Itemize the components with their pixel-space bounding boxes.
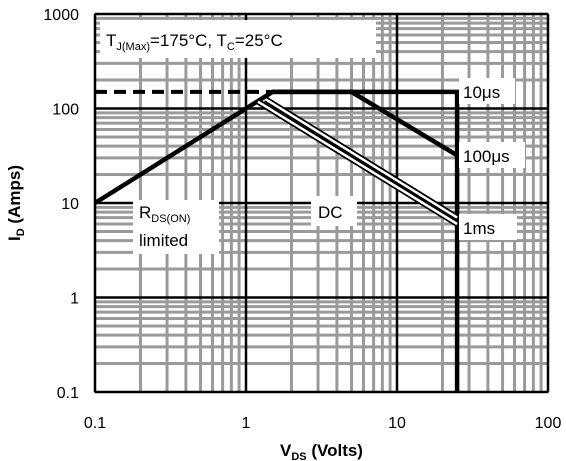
series-layer bbox=[93, 89, 460, 392]
series-rdson-line bbox=[93, 99, 260, 205]
conditions-box bbox=[100, 20, 376, 58]
label-10us-bg bbox=[459, 78, 515, 104]
label-100us-bg bbox=[459, 142, 525, 168]
conditions-text: TJ(Max)=175°C, TC=25°C bbox=[106, 31, 283, 53]
label-dc-bg bbox=[311, 196, 357, 226]
label-rdson-limited: limited bbox=[139, 231, 188, 250]
label-100us: 100μs bbox=[463, 147, 510, 166]
x-tick-label: 100 bbox=[535, 415, 562, 432]
x-tick-label: 1 bbox=[242, 415, 251, 432]
y-tick-label: 10 bbox=[61, 196, 79, 213]
label-1ms-bg bbox=[459, 214, 517, 240]
y-axis-label: ID (Amps) bbox=[5, 165, 27, 241]
y-tick-label: 1000 bbox=[43, 7, 79, 24]
x-axis-label: VDS (Volts) bbox=[280, 441, 363, 461]
label-1ms: 1ms bbox=[463, 219, 495, 238]
x-tick-label: 0.1 bbox=[84, 415, 106, 432]
y-tick-label: 0.1 bbox=[57, 385, 79, 402]
label-10us: 10μs bbox=[463, 83, 500, 102]
series-dc-line-inner bbox=[257, 100, 458, 226]
label-dc: DC bbox=[318, 203, 343, 222]
tick-labels: 0.1 1 10 100 0.1 1 10 100 1000 bbox=[43, 7, 561, 432]
label-rdson: RDS(ON) bbox=[139, 203, 190, 225]
y-tick-label: 100 bbox=[52, 102, 79, 119]
series-1ms-line-inner bbox=[265, 98, 458, 219]
label-rdson-bg bbox=[133, 200, 219, 254]
x-tick-label: 10 bbox=[388, 415, 406, 432]
series-100us-line bbox=[256, 89, 459, 158]
y-tick-label: 1 bbox=[70, 291, 79, 308]
